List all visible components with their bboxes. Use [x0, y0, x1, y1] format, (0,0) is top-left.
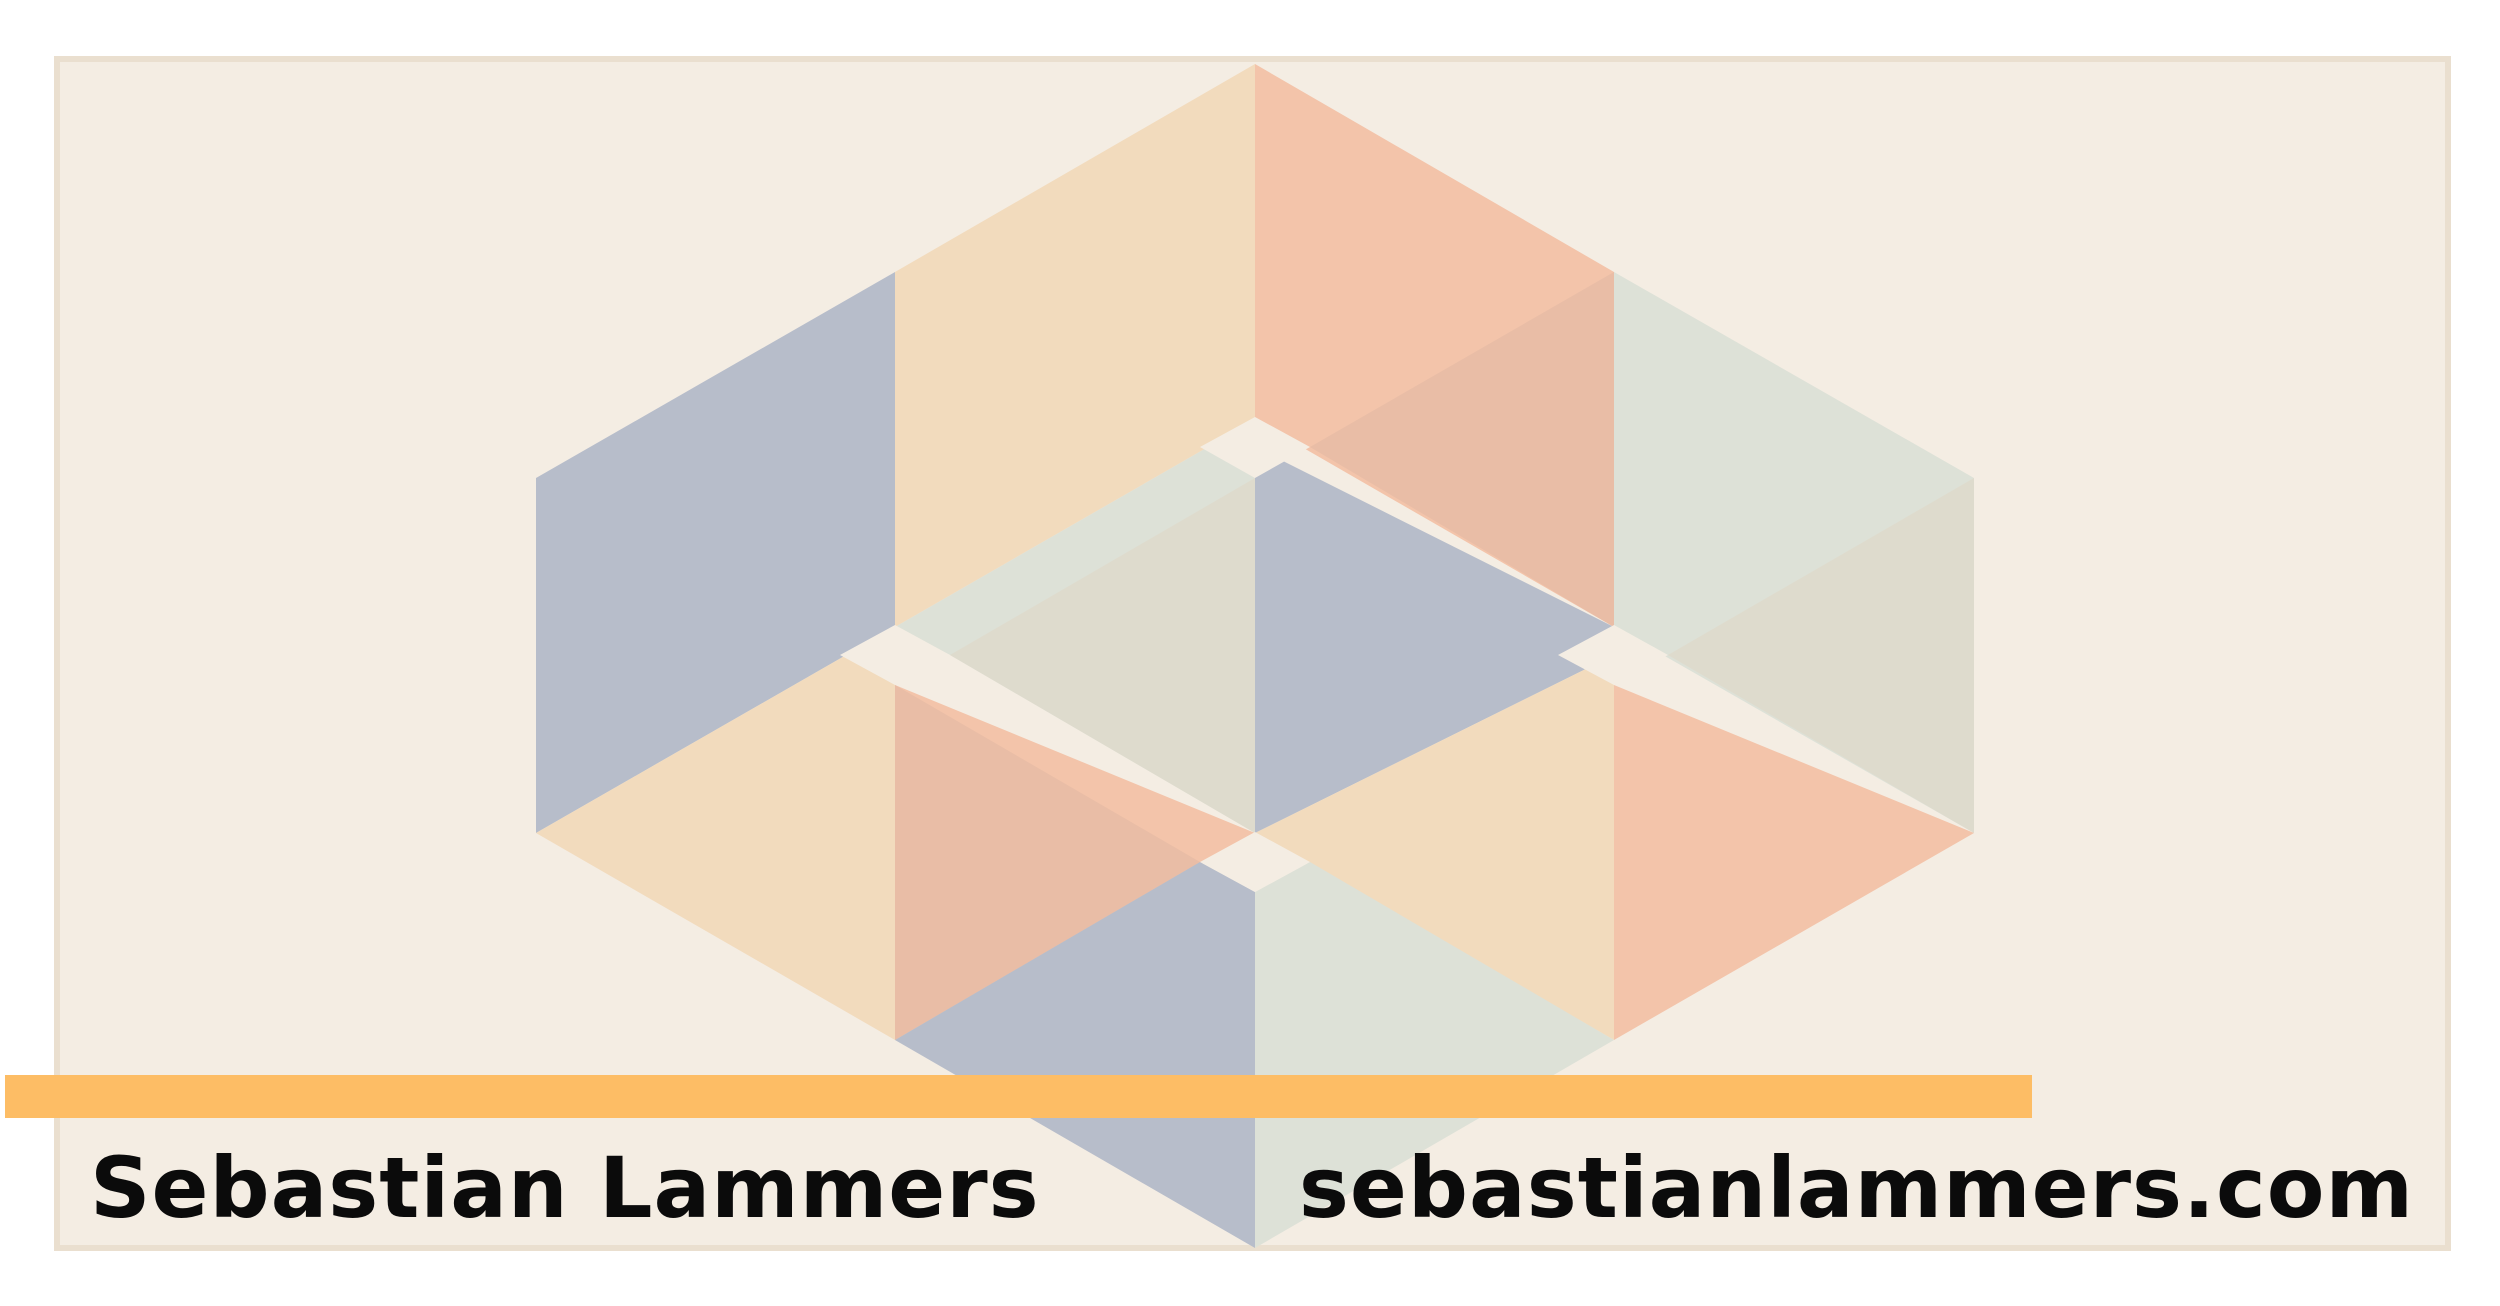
website-url[interactable]: sebastianlammers.com	[1298, 1139, 2414, 1237]
logo-facet	[1310, 272, 1614, 627]
owner-name: Sebastian Lammers	[90, 1139, 1040, 1237]
logo-gap	[1558, 625, 1668, 685]
logo-facet	[895, 685, 1200, 1040]
logo-facet	[1255, 655, 1614, 1040]
logo-facet	[1668, 478, 1974, 833]
logo-facet	[950, 478, 1255, 833]
logo-gap	[1200, 417, 1310, 478]
logo-facet	[1255, 862, 1614, 1248]
accent-bar	[5, 1075, 2032, 1118]
logo-facet	[895, 64, 1255, 627]
logo-facet	[536, 627, 895, 1040]
logo-facet	[536, 272, 895, 833]
logo-facet	[895, 862, 1255, 1248]
logo-gap	[840, 625, 950, 685]
logo-facet	[1614, 685, 1974, 1040]
logo-gap	[1200, 832, 1310, 892]
logo-facet	[1255, 447, 1614, 833]
